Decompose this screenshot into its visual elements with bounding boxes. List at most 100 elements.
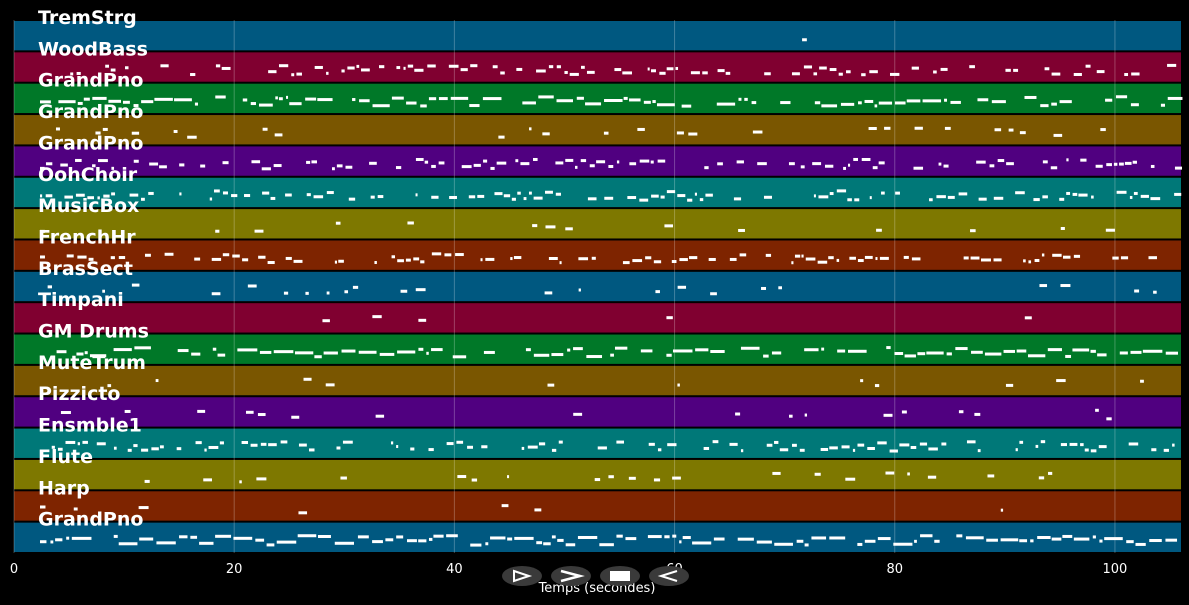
note — [567, 348, 571, 352]
note — [1062, 534, 1073, 538]
note — [113, 534, 118, 538]
note — [616, 534, 623, 538]
note — [344, 290, 349, 294]
fast-forward-icon — [560, 569, 585, 583]
track-lane[interactable] — [14, 491, 1181, 521]
note — [679, 540, 682, 544]
note — [772, 471, 781, 475]
note — [528, 191, 532, 195]
note — [946, 352, 952, 356]
note — [306, 160, 311, 164]
note — [893, 542, 913, 546]
note — [878, 101, 893, 105]
note — [1150, 197, 1161, 201]
track-lane[interactable] — [14, 21, 1181, 51]
note — [648, 442, 655, 446]
play-outline-button[interactable] — [502, 566, 542, 586]
note — [738, 97, 742, 101]
note — [911, 66, 919, 70]
note — [914, 539, 917, 543]
track-lane[interactable] — [14, 271, 1181, 302]
note — [529, 127, 532, 131]
note — [577, 535, 598, 539]
note — [805, 257, 816, 261]
note — [958, 192, 968, 196]
note — [1015, 191, 1025, 195]
note — [513, 256, 522, 260]
note — [141, 100, 154, 104]
note — [274, 133, 283, 137]
note — [836, 258, 840, 262]
note — [729, 442, 738, 446]
note — [647, 535, 662, 539]
note — [565, 543, 576, 547]
note — [987, 474, 995, 478]
note — [576, 96, 584, 100]
rewind-button[interactable] — [649, 566, 689, 586]
note — [113, 446, 117, 450]
note — [514, 536, 534, 540]
note — [507, 537, 513, 541]
note — [258, 255, 266, 259]
track-lane[interactable] — [14, 397, 1181, 427]
note — [817, 260, 828, 264]
note — [879, 256, 889, 260]
track-lane[interactable] — [14, 177, 1181, 208]
note — [446, 534, 458, 538]
note — [338, 259, 344, 263]
note — [242, 98, 248, 102]
note — [326, 291, 330, 295]
note — [485, 542, 489, 546]
note — [305, 97, 317, 101]
track-lane[interactable] — [14, 209, 1181, 239]
track-lane[interactable] — [14, 365, 1181, 396]
note — [864, 255, 873, 259]
fast-forward-button[interactable] — [551, 566, 591, 586]
note — [96, 442, 106, 446]
stop-button[interactable] — [600, 566, 640, 586]
note — [1050, 166, 1058, 170]
note — [200, 164, 206, 168]
note — [103, 194, 110, 198]
track-lane[interactable] — [14, 459, 1181, 490]
note — [813, 72, 818, 76]
note — [118, 256, 126, 260]
note — [1150, 164, 1155, 168]
note — [578, 257, 589, 261]
note — [40, 166, 45, 170]
note — [215, 229, 220, 233]
note — [580, 159, 587, 163]
note — [56, 350, 67, 354]
note — [608, 164, 614, 168]
note — [405, 258, 411, 262]
note — [149, 162, 159, 166]
note — [672, 534, 677, 538]
track-lane[interactable] — [14, 334, 1181, 364]
track-labels: TremStrg WoodBass GrandPno GrandPno GrandPno… — [38, 7, 149, 531]
note — [431, 252, 442, 256]
track-lane[interactable] — [14, 303, 1181, 333]
note — [533, 353, 550, 357]
note — [1047, 348, 1062, 352]
track-lane[interactable] — [14, 52, 1181, 82]
note — [455, 253, 464, 257]
note — [431, 164, 436, 168]
note — [403, 66, 406, 70]
x-tick-label: 40 — [446, 562, 463, 577]
note — [1028, 354, 1046, 358]
track-lane[interactable] — [14, 428, 1181, 458]
note — [555, 192, 561, 196]
note — [270, 196, 276, 200]
note — [645, 256, 652, 260]
note — [1128, 442, 1139, 446]
note — [872, 166, 878, 170]
note — [927, 475, 937, 479]
track-lane[interactable] — [14, 522, 1181, 552]
note — [564, 70, 568, 74]
track-lane[interactable] — [14, 115, 1181, 145]
note — [886, 346, 891, 350]
note — [494, 192, 503, 196]
track-lane[interactable] — [14, 240, 1181, 270]
note — [452, 355, 467, 359]
note — [933, 70, 937, 74]
